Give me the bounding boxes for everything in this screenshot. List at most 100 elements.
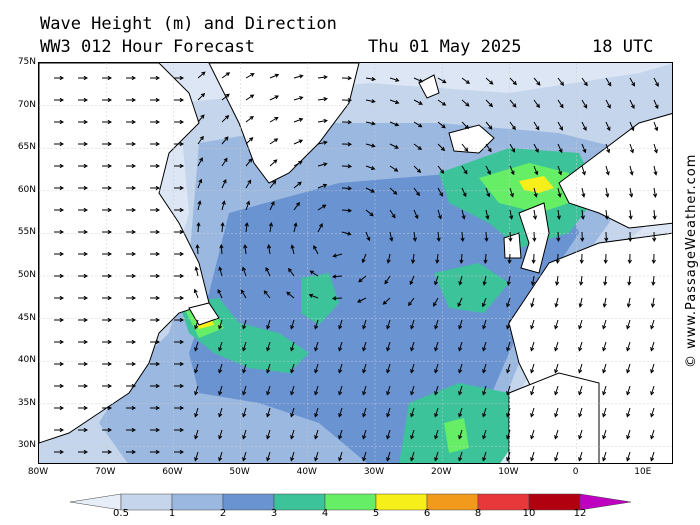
lon-label: 20W xyxy=(431,467,452,477)
direction-arrow-icon xyxy=(581,99,588,109)
direction-arrow-icon xyxy=(530,385,535,396)
direction-arrow-icon xyxy=(509,121,516,131)
direction-arrow-icon xyxy=(293,201,300,211)
direction-arrow-icon xyxy=(653,99,659,110)
direction-arrow-icon xyxy=(174,449,185,455)
direction-arrow-icon xyxy=(78,449,89,455)
direction-arrow-icon xyxy=(54,405,65,411)
direction-arrow-icon xyxy=(102,427,113,433)
direction-arrow-icon xyxy=(242,429,247,440)
direction-arrow-icon xyxy=(174,119,185,125)
direction-arrow-icon xyxy=(578,385,583,396)
direction-arrow-icon xyxy=(269,200,275,211)
direction-arrow-icon xyxy=(458,319,463,330)
direction-arrow-icon xyxy=(482,275,487,286)
direction-arrow-icon xyxy=(461,77,471,85)
direction-arrow-icon xyxy=(54,251,65,257)
lat-label: 45N xyxy=(17,312,36,323)
direction-arrow-icon xyxy=(506,429,511,440)
direction-arrow-icon xyxy=(54,163,65,169)
direction-arrow-icon xyxy=(341,120,353,125)
direction-arrow-icon xyxy=(338,319,343,330)
direction-arrow-icon xyxy=(602,451,607,462)
direction-arrow-icon xyxy=(150,185,161,191)
direction-arrow-icon xyxy=(150,141,161,147)
direction-arrow-icon xyxy=(290,385,295,396)
direction-arrow-icon xyxy=(174,383,185,389)
direction-arrow-icon xyxy=(102,251,113,257)
direction-arrow-icon xyxy=(507,253,512,265)
direction-arrow-icon xyxy=(629,77,635,87)
direction-arrow-icon xyxy=(605,77,612,87)
direction-arrow-icon xyxy=(126,295,137,301)
direction-arrow-icon xyxy=(461,121,470,130)
direction-arrow-icon xyxy=(580,231,585,243)
direction-arrow-icon xyxy=(78,75,89,81)
direction-arrow-icon xyxy=(650,385,655,396)
wave-height-zones xyxy=(39,63,672,463)
direction-arrow-icon xyxy=(509,187,514,198)
direction-arrow-icon xyxy=(629,121,635,132)
direction-arrow-icon xyxy=(485,209,490,220)
direction-arrow-icon xyxy=(365,231,371,242)
direction-arrow-icon xyxy=(102,383,113,389)
lon-label: 40W xyxy=(296,467,317,477)
direction-arrow-icon xyxy=(194,429,199,440)
direction-arrow-icon xyxy=(530,297,535,308)
direction-arrow-icon xyxy=(102,97,113,103)
direction-arrow-icon xyxy=(410,385,415,396)
direction-arrow-icon xyxy=(434,319,439,330)
direction-arrow-icon xyxy=(389,99,400,105)
direction-arrow-icon xyxy=(653,143,658,154)
direction-arrow-icon xyxy=(458,341,463,352)
direction-arrow-icon xyxy=(150,229,161,235)
legend-label: 6 xyxy=(423,508,431,519)
land-svalbard xyxy=(418,74,440,99)
wave-map[interactable] xyxy=(38,62,673,464)
gridlines xyxy=(39,63,672,463)
direction-arrow-icon xyxy=(78,273,89,279)
direction-arrow-icon xyxy=(603,275,608,286)
direction-arrow-icon xyxy=(602,363,607,374)
direction-arrow-icon xyxy=(485,143,492,153)
direction-arrow-icon xyxy=(102,273,113,279)
direction-arrow-icon xyxy=(314,429,319,440)
direction-arrow-icon xyxy=(265,266,271,277)
direction-arrow-icon xyxy=(578,407,583,418)
direction-arrow-icon xyxy=(578,341,583,352)
direction-arrow-icon xyxy=(317,97,328,102)
direction-arrow-icon xyxy=(331,296,343,301)
direction-arrow-icon xyxy=(174,273,185,279)
direction-arrow-icon xyxy=(482,407,487,418)
direction-arrow-icon xyxy=(218,385,223,396)
direction-arrow-icon xyxy=(218,429,223,440)
direction-arrow-icon xyxy=(532,209,538,220)
direction-arrow-icon xyxy=(629,99,635,110)
direction-arrow-icon xyxy=(54,427,65,433)
lon-label: 60W xyxy=(162,467,183,477)
direction-arrow-icon xyxy=(650,363,655,374)
direction-arrow-icon xyxy=(102,405,113,411)
direction-arrow-icon xyxy=(653,121,659,132)
lon-label: 10W xyxy=(498,467,519,477)
direction-arrow-icon xyxy=(626,451,631,462)
map-title: Wave Height (m) and Direction xyxy=(40,14,337,34)
direction-arrow-icon xyxy=(78,317,89,323)
direction-arrow-icon xyxy=(150,317,161,323)
direction-arrow-icon xyxy=(174,317,185,323)
direction-arrow-icon xyxy=(150,75,161,81)
direction-arrow-icon xyxy=(242,451,247,462)
direction-arrow-icon xyxy=(386,253,391,264)
lat-label: 65N xyxy=(17,142,36,153)
direction-arrow-icon xyxy=(533,187,538,198)
direction-arrow-icon xyxy=(557,121,563,131)
direction-arrow-icon xyxy=(412,231,417,242)
direction-arrow-icon xyxy=(195,243,200,255)
direction-arrow-icon xyxy=(293,96,304,101)
direction-arrow-icon xyxy=(102,339,113,345)
direction-arrow-icon xyxy=(293,117,304,123)
direction-arrow-icon xyxy=(386,319,391,330)
direction-arrow-icon xyxy=(341,208,353,213)
direction-arrow-icon xyxy=(126,163,137,169)
lat-label: 55N xyxy=(17,227,36,238)
